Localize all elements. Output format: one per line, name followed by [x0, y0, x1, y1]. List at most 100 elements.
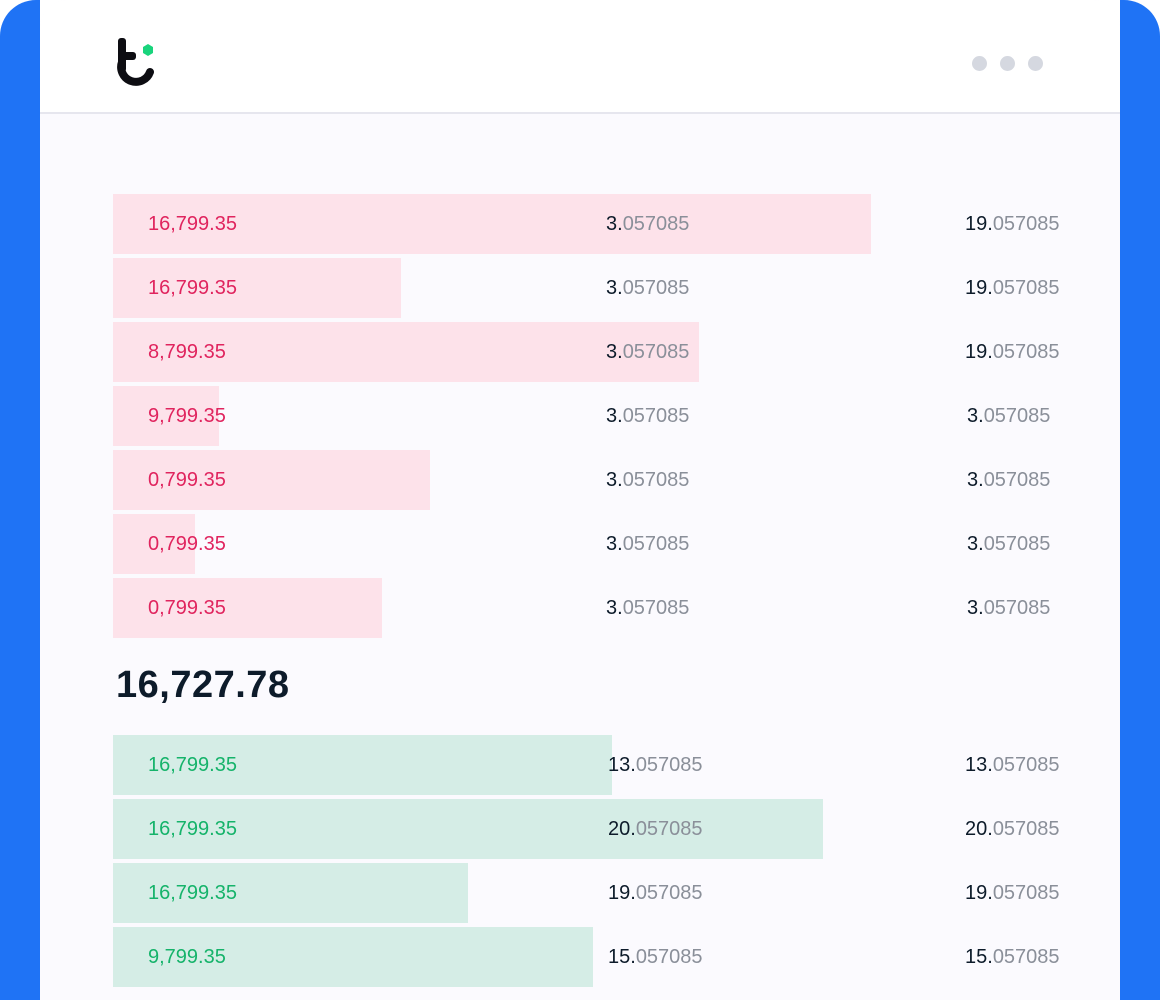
bid-row[interactable]: 16,799.35 13.057085 13.057085 [113, 735, 1073, 795]
depth-bar [113, 514, 195, 574]
row-total-frac: 057085 [983, 405, 1051, 427]
row-total-frac: 057085 [983, 597, 1051, 619]
row-total-int: 15. [965, 946, 993, 968]
row-amount: 3.057085 [606, 194, 689, 254]
row-amount: 13.057085 [608, 735, 703, 795]
row-total: 3.057085 [967, 578, 1050, 638]
row-price: 16,799.35 [148, 754, 237, 776]
brand-logo-icon[interactable] [114, 36, 158, 86]
row-total-int: 3. [967, 469, 984, 491]
depth-bar [113, 863, 468, 923]
row-total: 13.057085 [965, 735, 1060, 795]
app-window: 16,799.35 3.057085 19.057085 16,799.35 3.057… [40, 0, 1120, 1000]
depth-bar [113, 799, 823, 859]
row-amount-frac: 057085 [635, 882, 703, 904]
row-amount-int: 3. [606, 277, 623, 299]
row-amount-int: 3. [606, 469, 623, 491]
row-amount-frac: 057085 [622, 277, 690, 299]
ask-row[interactable]: 16,799.35 3.057085 19.057085 [113, 194, 1073, 254]
depth-bar [113, 735, 612, 795]
row-price: 8,799.35 [148, 341, 226, 363]
row-amount-frac: 057085 [622, 597, 690, 619]
row-total-frac: 057085 [983, 469, 1051, 491]
row-total-int: 13. [965, 754, 993, 776]
order-book: 16,799.35 3.057085 19.057085 16,799.35 3.057… [113, 0, 1073, 1000]
row-price: 16,799.35 [148, 277, 237, 299]
bid-row[interactable]: 16,799.35 19.057085 19.057085 [113, 863, 1073, 923]
row-total-frac: 057085 [983, 533, 1051, 555]
depth-bar [113, 386, 219, 446]
more-dots-icon[interactable] [972, 56, 1043, 71]
row-total-int: 3. [967, 533, 984, 555]
row-amount: 3.057085 [606, 578, 689, 638]
bid-row[interactable]: 16,799.35 20.057085 20.057085 [113, 799, 1073, 859]
row-total-frac: 057085 [992, 213, 1060, 235]
frame-edge-left [0, 0, 40, 1000]
ask-row[interactable]: 0,799.35 3.057085 3.057085 [113, 514, 1073, 574]
row-amount-int: 3. [606, 533, 623, 555]
ask-row[interactable]: 0,799.35 3.057085 3.057085 [113, 450, 1073, 510]
row-amount: 3.057085 [606, 258, 689, 318]
depth-bar [113, 322, 699, 382]
row-amount-int: 20. [608, 818, 636, 840]
window-header [40, 0, 1120, 114]
row-total: 3.057085 [967, 514, 1050, 574]
row-price: 0,799.35 [148, 597, 226, 619]
row-amount-int: 3. [606, 213, 623, 235]
menu-dot [1000, 56, 1015, 71]
ask-row[interactable]: 9,799.35 3.057085 3.057085 [113, 386, 1073, 446]
depth-bar [113, 450, 430, 510]
row-price: 16,799.35 [148, 213, 237, 235]
row-total-int: 3. [967, 597, 984, 619]
row-total: 19.057085 [965, 863, 1060, 923]
frame-edge-right [1120, 0, 1160, 1000]
row-total-frac: 057085 [992, 882, 1060, 904]
row-total-int: 19. [965, 882, 993, 904]
ask-row[interactable]: 8,799.35 3.057085 19.057085 [113, 322, 1073, 382]
row-total-frac: 057085 [992, 818, 1060, 840]
row-total-frac: 057085 [992, 946, 1060, 968]
row-total: 20.057085 [965, 799, 1060, 859]
row-price: 0,799.35 [148, 533, 226, 555]
ask-row[interactable]: 16,799.35 3.057085 19.057085 [113, 258, 1073, 318]
row-amount-frac: 057085 [622, 469, 690, 491]
row-total: 15.057085 [965, 927, 1060, 987]
mid-price: 16,727.78 [116, 664, 290, 706]
row-amount-frac: 057085 [622, 533, 690, 555]
row-amount: 20.057085 [608, 799, 703, 859]
row-total-frac: 057085 [992, 277, 1060, 299]
row-total-int: 20. [965, 818, 993, 840]
row-amount: 19.057085 [608, 863, 703, 923]
row-amount-int: 13. [608, 754, 636, 776]
row-price: 9,799.35 [148, 946, 226, 968]
depth-bar [113, 927, 593, 987]
bid-row[interactable]: 9,799.35 15.057085 15.057085 [113, 927, 1073, 987]
row-total: 3.057085 [967, 386, 1050, 446]
row-amount-int: 3. [606, 341, 623, 363]
row-amount: 15.057085 [608, 927, 703, 987]
row-total-int: 19. [965, 277, 993, 299]
row-price: 16,799.35 [148, 818, 237, 840]
row-amount: 3.057085 [606, 322, 689, 382]
depth-bar [113, 194, 871, 254]
row-price: 16,799.35 [148, 882, 237, 904]
row-total-frac: 057085 [992, 754, 1060, 776]
row-amount: 3.057085 [606, 514, 689, 574]
menu-dot [1028, 56, 1043, 71]
row-amount-frac: 057085 [635, 754, 703, 776]
row-amount-int: 19. [608, 882, 636, 904]
row-amount-frac: 057085 [622, 213, 690, 235]
row-amount-frac: 057085 [622, 405, 690, 427]
row-total: 19.057085 [965, 322, 1060, 382]
row-amount-frac: 057085 [635, 818, 703, 840]
row-total: 19.057085 [965, 258, 1060, 318]
row-amount-int: 3. [606, 597, 623, 619]
ask-row[interactable]: 0,799.35 3.057085 3.057085 [113, 578, 1073, 638]
row-amount: 3.057085 [606, 450, 689, 510]
depth-bar [113, 258, 401, 318]
row-amount-int: 3. [606, 405, 623, 427]
row-total-int: 3. [967, 405, 984, 427]
row-total-int: 19. [965, 213, 993, 235]
row-price: 0,799.35 [148, 469, 226, 491]
